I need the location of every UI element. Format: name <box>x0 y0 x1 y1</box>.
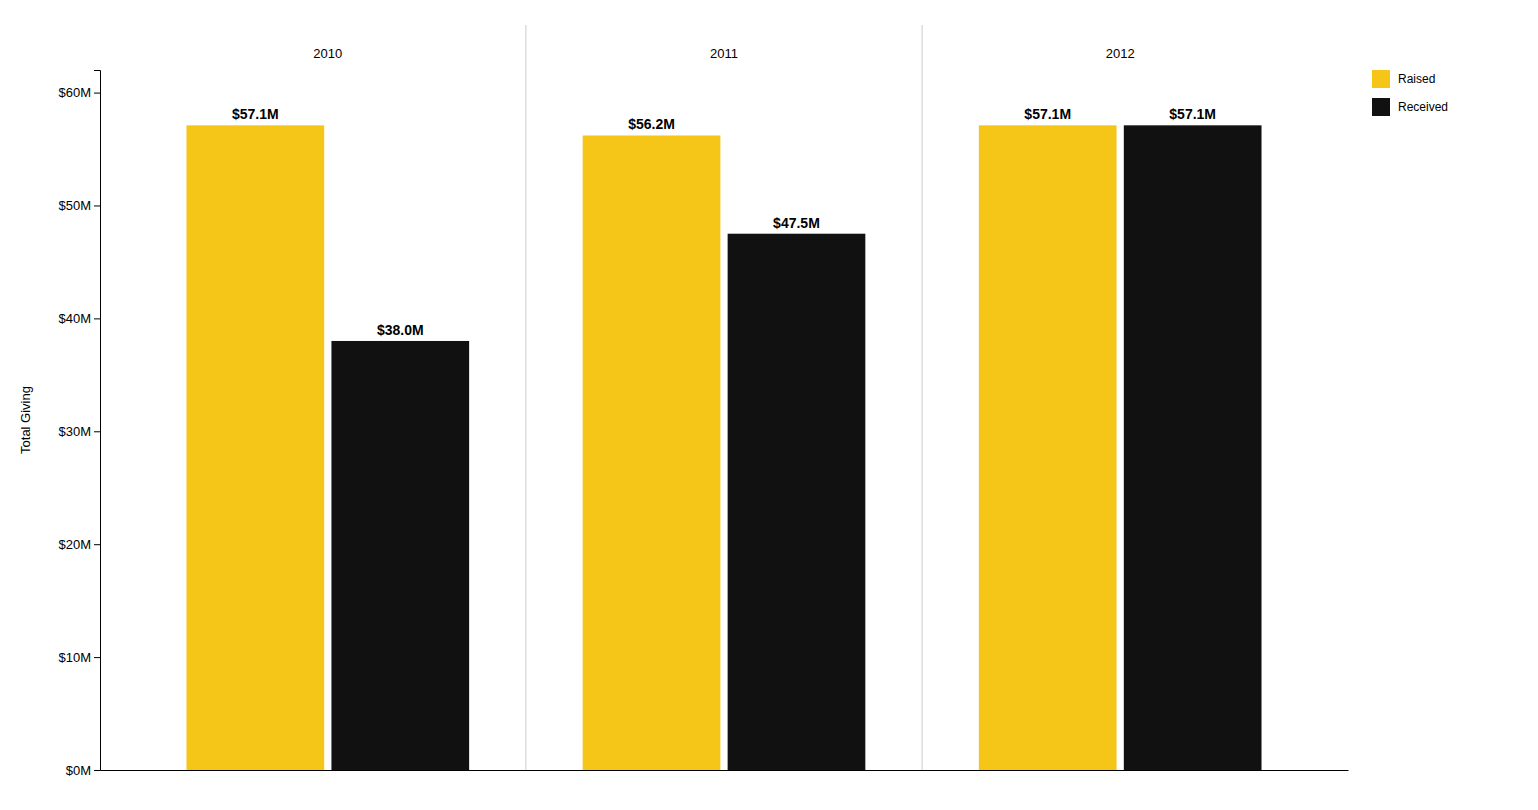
tick-mark <box>94 205 100 206</box>
bar <box>979 125 1117 770</box>
tick-mark <box>94 93 100 94</box>
category-label: 2011 <box>710 46 738 61</box>
axis-line <box>94 71 101 771</box>
tick: $30M <box>58 424 100 439</box>
tick: $50M <box>58 198 100 213</box>
category-label: 2010 <box>313 46 342 61</box>
legend-swatch <box>1372 70 1390 88</box>
tick-label: $60M <box>58 85 91 100</box>
bar <box>331 341 469 770</box>
bar <box>186 125 324 770</box>
legend: Raised Received <box>1372 70 1448 116</box>
plot: $57.1M$56.2M$57.1M$38.0M$47.5M$57.1M$0M$… <box>18 25 1349 778</box>
data-label: $47.5M <box>773 215 820 231</box>
data-label: $57.1M <box>1024 106 1071 122</box>
tick: $60M <box>58 85 100 100</box>
tick: $10M <box>58 650 100 665</box>
tick-mark <box>94 770 100 771</box>
category-label: 2012 <box>1106 46 1135 61</box>
tick-label: $30M <box>58 424 91 439</box>
bar <box>728 234 866 770</box>
bars <box>186 125 1261 770</box>
tick-label: $20M <box>58 537 91 552</box>
dividers <box>526 25 922 770</box>
data-label: $57.1M <box>232 106 279 122</box>
tick-label: $40M <box>58 311 91 326</box>
x-axis <box>101 770 1349 771</box>
y-axis: $0M $10M $20M $30M $40M $50M $60M <box>58 71 100 778</box>
axis-line <box>101 770 1349 771</box>
divider <box>922 25 923 770</box>
x-axis-top: 2010 2011 2012 <box>313 46 1134 61</box>
tick: $20M <box>58 537 100 552</box>
divider <box>525 25 526 770</box>
chart: $57.1M$56.2M$57.1M$38.0M$47.5M$57.1M$0M$… <box>0 0 1538 810</box>
tick-label: $50M <box>58 198 91 213</box>
bar <box>1124 125 1262 770</box>
data-label: $57.1M <box>1169 106 1216 122</box>
data-label: $38.0M <box>377 322 424 338</box>
legend-label: Raised <box>1398 72 1435 86</box>
data-label: $56.2M <box>628 116 675 132</box>
tick-mark <box>94 657 100 658</box>
tick-mark <box>94 431 100 432</box>
tick: 2010 <box>313 46 342 61</box>
tick-mark <box>94 544 100 545</box>
bar <box>583 135 721 770</box>
series <box>331 125 1261 770</box>
tick-label: $10M <box>58 650 91 665</box>
series <box>186 125 1116 770</box>
tick: $40M <box>58 311 100 326</box>
tick-mark <box>94 318 100 319</box>
data-labels: $57.1M $56.2M $57.1M $38.0M $47.5M $57.1M <box>232 106 1216 338</box>
tick-label: $0M <box>66 763 91 778</box>
tick: $0M <box>66 763 100 778</box>
tick: 2012 <box>1106 46 1135 61</box>
legend-label: Received <box>1398 100 1448 114</box>
legend-item: Received <box>1372 98 1448 116</box>
legend-swatch <box>1372 98 1390 116</box>
y-axis-title: Total Giving <box>18 386 33 454</box>
legend-item: Raised <box>1372 70 1435 88</box>
tick: 2011 <box>710 46 738 61</box>
